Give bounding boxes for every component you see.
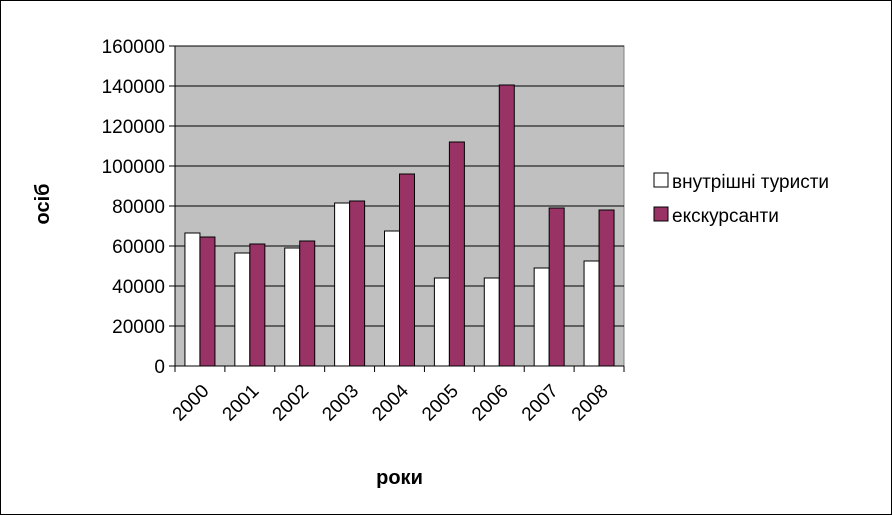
y-tick-label: 140000 <box>102 77 165 98</box>
bar-excursionists-2004 <box>399 173 415 367</box>
x-tick-label: 2003 <box>318 381 363 426</box>
bar-domestic-tourists-2007 <box>533 267 550 367</box>
x-axis-title: роки <box>376 467 423 489</box>
x-tick-labels: 2000 2001 2002 2003 2004 2005 2006 2007 2008 <box>169 380 613 425</box>
axes <box>169 45 625 372</box>
bar-domestic-tourists-2005 <box>433 277 450 367</box>
y-tick-label: 160000 <box>102 37 165 58</box>
legend-swatch-excursionists <box>653 206 669 222</box>
y-tick-label: 80000 <box>112 197 165 218</box>
x-tick-label: 2008 <box>568 381 613 426</box>
y-tick-label: 0 <box>154 357 165 378</box>
x-tick-label: 2006 <box>468 381 513 426</box>
legend-label-excursionists: екскурсанти <box>672 206 779 227</box>
y-tick-label: 20000 <box>112 317 165 338</box>
bar-domestic-tourists-2003 <box>334 202 351 367</box>
y-tick-label: 100000 <box>102 157 165 178</box>
bar-excursionists-2005 <box>448 141 465 367</box>
x-tick-label: 2000 <box>169 381 214 426</box>
bar-domestic-tourists-2001 <box>234 252 251 367</box>
y-axis-title: осіб <box>32 184 54 225</box>
bar-domestic-tourists-2000 <box>184 232 201 367</box>
bar-excursionists-2002 <box>299 240 316 367</box>
y-tick-label: 60000 <box>112 237 165 258</box>
x-tick-label: 2004 <box>368 380 413 425</box>
bar-excursionists-2007 <box>548 207 565 367</box>
x-tick-label: 2005 <box>418 381 463 426</box>
bar-domestic-tourists-2008 <box>583 260 600 367</box>
bar-excursionists-2003 <box>349 200 366 367</box>
bar-excursionists-2006 <box>498 84 515 367</box>
bars <box>184 84 615 367</box>
bar-domestic-tourists-2002 <box>284 247 301 367</box>
y-tick-label: 40000 <box>112 277 165 298</box>
bar-excursionists-2008 <box>598 209 615 367</box>
y-tick-labels: 0 20000 40000 60000 80000 100000 120000 140000 1… <box>102 37 165 378</box>
bar-domestic-tourists-2004 <box>384 230 400 367</box>
y-tick-label: 120000 <box>102 117 165 138</box>
x-tick-label: 2007 <box>518 381 563 426</box>
x-tick-label: 2001 <box>219 381 264 426</box>
bar-excursionists-2000 <box>199 236 216 367</box>
legend: внутрішні туристи екскурсанти <box>653 172 829 227</box>
legend-swatch-domestic-tourists <box>653 172 669 188</box>
x-tick-label: 2002 <box>269 381 314 426</box>
legend-label-domestic-tourists: внутрішні туристи <box>672 172 829 193</box>
bar-domestic-tourists-2006 <box>483 277 500 367</box>
bar-excursionists-2001 <box>249 243 266 367</box>
